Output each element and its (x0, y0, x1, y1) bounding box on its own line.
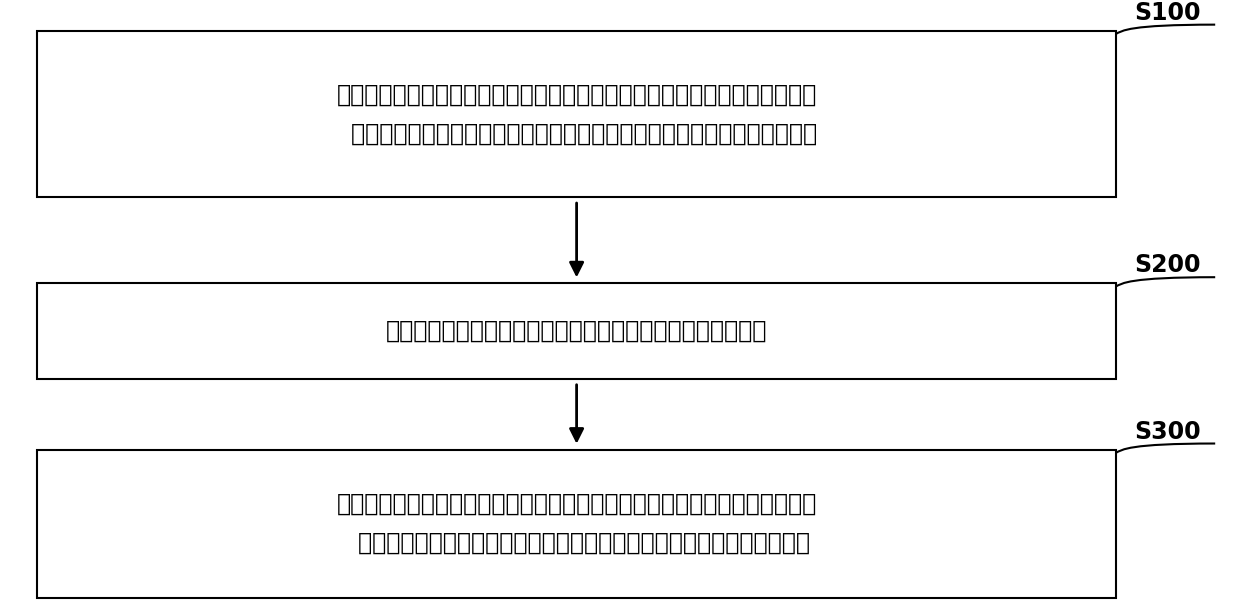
Text: S100: S100 (1135, 1, 1202, 25)
Text: 通过外界激励，使处于亚真空环境中的具有各向异性层合结构的纤维增强复合
  材料试件产生自由振动，通过采集装置采集密封声场中振动产生的声频信号: 通过外界激励，使处于亚真空环境中的具有各向异性层合结构的纤维增强复合 材料试件产… (336, 83, 817, 145)
Text: S200: S200 (1135, 253, 1202, 277)
Text: 利用傅里叶变换分析获得声频信号的频谱，测得固有振动频率: 利用傅里叶变换分析获得声频信号的频谱，测得固有振动频率 (386, 319, 768, 343)
Text: 将固有振动频率带入利用纤维增强复合材料有限元方法建立的结构振动固有振
  动频率计算模型中进行拟合，获得纤维增强复合材料试件的材料参数结果: 将固有振动频率带入利用纤维增强复合材料有限元方法建立的结构振动固有振 动频率计算… (336, 492, 817, 555)
Bar (37, 283, 1116, 379)
Bar (37, 450, 1116, 598)
Text: S300: S300 (1135, 419, 1202, 444)
Bar (37, 31, 1116, 197)
